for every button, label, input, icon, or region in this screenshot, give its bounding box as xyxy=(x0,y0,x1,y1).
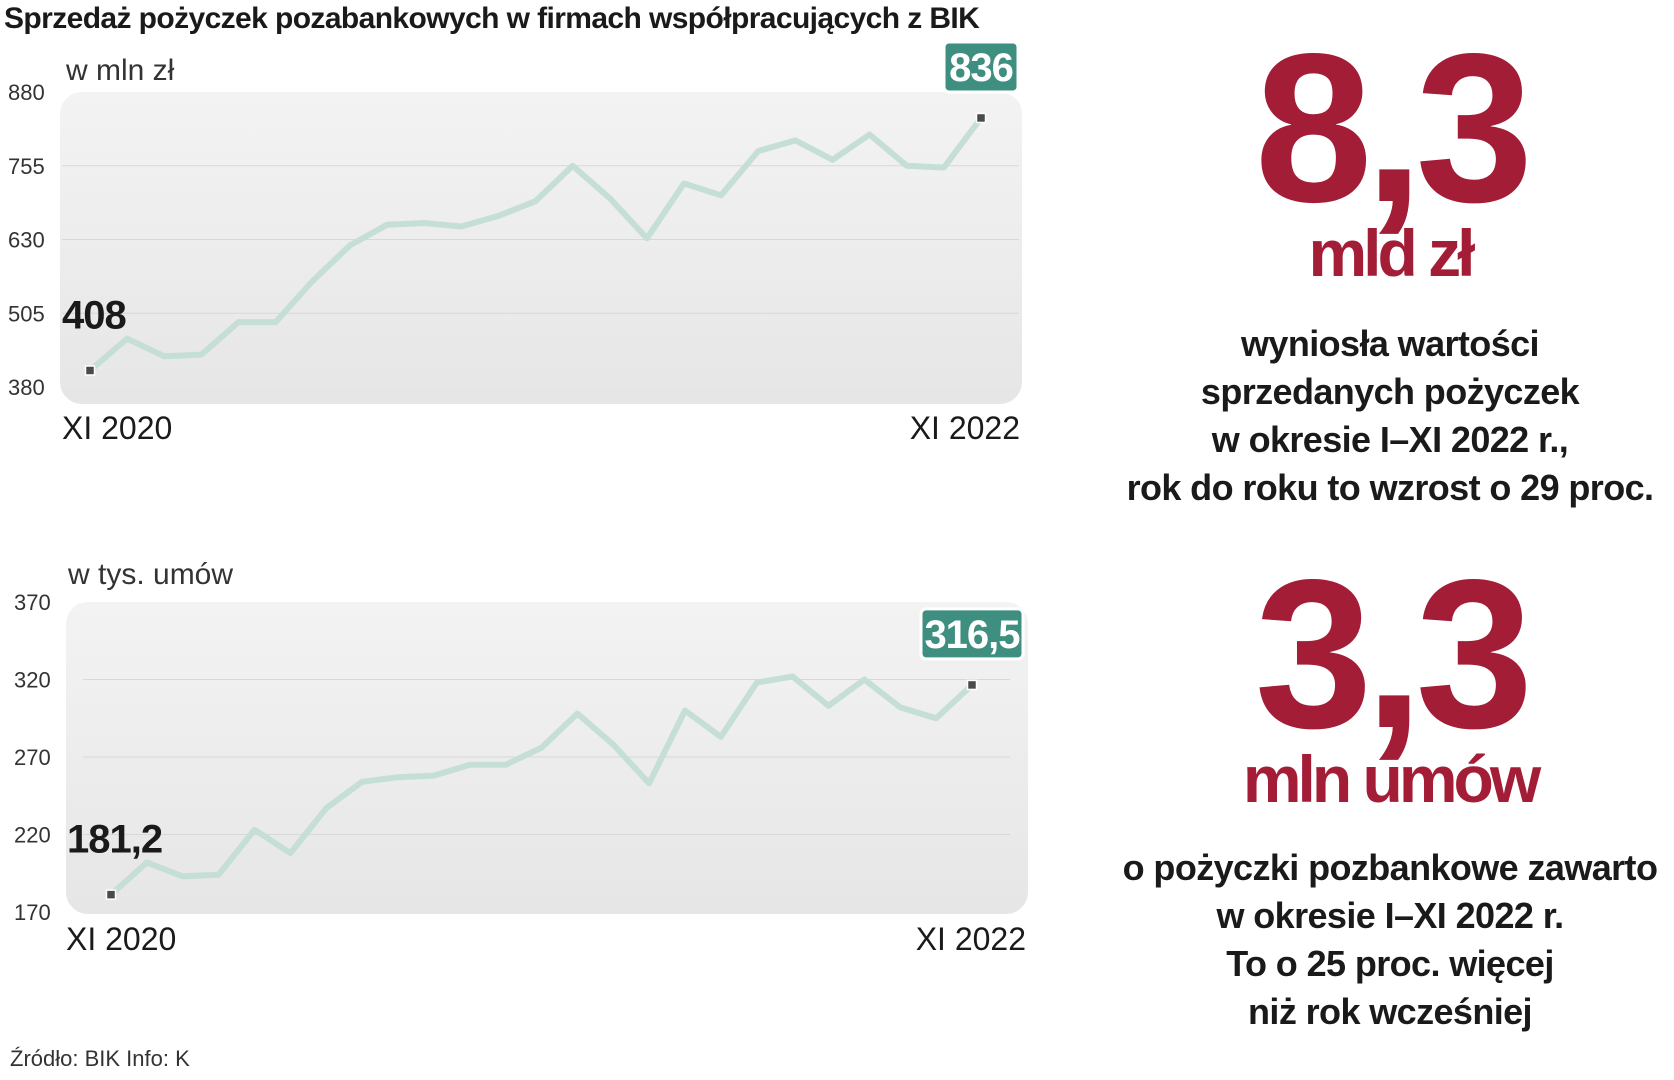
x-end-label: XI 2022 xyxy=(916,921,1026,957)
y-tick-label: 370 xyxy=(14,590,51,615)
stat-description-line: w okresie I–XI 2022 r., xyxy=(1211,419,1569,460)
stat-block-count: 3,3 mln umów o pożyczki pozbankowe zawar… xyxy=(1110,548,1670,1036)
stat-description: o pożyczki pozbankowe zawarto w okresie … xyxy=(1110,844,1670,1036)
stat-big-number: 3,3 xyxy=(1254,535,1534,772)
stat-description-line: sprzedanych pożyczek xyxy=(1200,371,1580,412)
x-start-label: XI 2020 xyxy=(66,921,176,957)
end-point-marker xyxy=(975,112,987,124)
x-end-label: XI 2022 xyxy=(910,410,1020,446)
start-value-label: 408 xyxy=(62,293,126,337)
series-line xyxy=(108,673,975,898)
stat-unit: mln umów xyxy=(1242,742,1541,816)
y-tick-label: 380 xyxy=(8,375,45,400)
plot-panel xyxy=(60,92,1022,404)
unit-label: w tys. umów xyxy=(67,558,233,591)
stat-description-line: o pożyczki pozbankowe zawarto xyxy=(1122,847,1658,888)
stat-description-line: w okresie I–XI 2022 r. xyxy=(1216,895,1564,936)
loan-value-chart: w mln zł 880 755 630 505 380 408 836 XI 2020… xyxy=(8,40,1022,446)
end-value-badge xyxy=(919,607,1025,661)
start-point-marker xyxy=(84,365,96,376)
stat-unit: mld zł xyxy=(1308,216,1475,290)
stat-description-line: rok do roku to wzrost o 29 proc. xyxy=(1126,467,1654,508)
stat-description-line: To o 25 proc. więcej xyxy=(1226,943,1554,984)
end-point-marker xyxy=(966,679,978,691)
end-value-badge xyxy=(942,40,1020,94)
unit-label: w mln zł xyxy=(65,54,175,87)
end-value-label: 316,5 xyxy=(924,613,1020,657)
stat-big-number: 8,3 xyxy=(1254,9,1534,246)
plot-panel xyxy=(66,602,1028,914)
y-tick-label: 880 xyxy=(8,80,45,105)
stat-description-line: niż rok wcześniej xyxy=(1248,991,1533,1032)
start-value-label: 181,2 xyxy=(67,818,162,862)
stat-description: wyniosła wartości sprzedanych pożyczek w… xyxy=(1110,320,1670,512)
y-tick-label: 270 xyxy=(14,745,51,770)
y-tick-label: 220 xyxy=(14,823,51,848)
series-line xyxy=(87,115,984,374)
y-tick-label: 320 xyxy=(14,668,51,693)
y-tick-label: 630 xyxy=(8,228,45,253)
y-tick-label: 755 xyxy=(8,154,45,179)
y-tick-label: 170 xyxy=(14,900,51,925)
stat-description-line: wyniosła wartości xyxy=(1241,323,1540,364)
stat-block-value: 8,3 mld zł wyniosła wartości sprzedanych… xyxy=(1110,22,1670,512)
source-note: Źródło: BIK Info: K xyxy=(10,1046,190,1071)
chart-title: Sprzedaż pożyczek pozabankowych w firmac… xyxy=(4,2,980,35)
start-point-marker xyxy=(105,889,117,900)
y-tick-label: 505 xyxy=(8,301,45,326)
x-start-label: XI 2020 xyxy=(62,410,172,446)
end-value-label: 836 xyxy=(949,46,1013,90)
